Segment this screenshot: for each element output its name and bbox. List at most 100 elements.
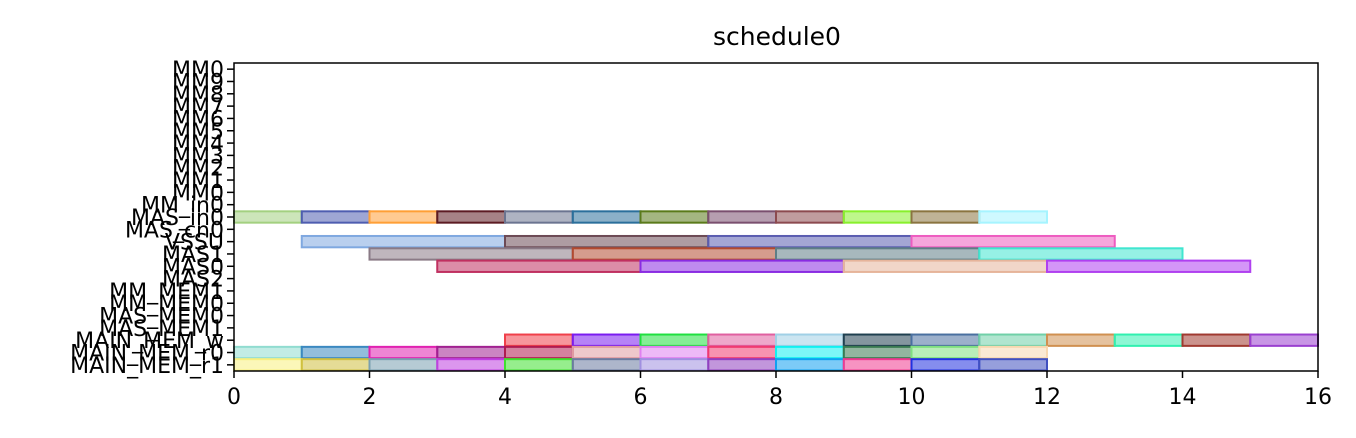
y-tick-label-2: MM8 xyxy=(172,83,224,108)
chart-title: schedule0 xyxy=(713,22,841,51)
x-axis: 0 2 4 6 8 10 12 14 16 xyxy=(227,371,1332,410)
bar-29 xyxy=(842,333,913,347)
bar-7 xyxy=(707,210,777,224)
bar-47 xyxy=(978,345,1048,360)
bar-28 xyxy=(775,333,845,347)
bar-50 xyxy=(368,358,439,372)
y-tick-label-21: MAS_MEM1 xyxy=(99,317,224,342)
bar-41 xyxy=(571,345,642,360)
y-tick-label-3: MM7 xyxy=(172,95,224,120)
bar-13 xyxy=(504,234,710,249)
bar-5 xyxy=(571,210,642,224)
y-tick-label-13: MAS_cn0 xyxy=(125,218,224,243)
bar-36 xyxy=(233,345,303,360)
bar-56 xyxy=(775,358,845,372)
y-tick-label-17: MAS2 xyxy=(162,268,224,293)
bar-16 xyxy=(368,247,574,261)
x-tick-label-7: 14 xyxy=(1169,385,1197,410)
bar-6 xyxy=(639,210,710,224)
bar-3 xyxy=(436,210,506,224)
bar-22 xyxy=(842,259,1048,273)
bar-39 xyxy=(436,345,506,360)
y-tick-label-19: MM_MEM0 xyxy=(109,292,224,317)
y-axis: MM0MM9MM8MM7MM6MM5MM4MM3MM2MM1MM0MM_in0M… xyxy=(70,58,234,379)
bar-4 xyxy=(504,210,574,224)
x-tick-label-5: 10 xyxy=(898,385,926,410)
bar-27 xyxy=(707,333,777,347)
bar-2 xyxy=(368,210,439,224)
bar-43 xyxy=(707,345,777,360)
bar-49 xyxy=(300,358,371,372)
x-tick-label-1: 2 xyxy=(363,385,377,410)
bar-23 xyxy=(1046,259,1252,273)
bar-37 xyxy=(300,345,371,360)
plot-frame xyxy=(233,62,1319,372)
bar-11 xyxy=(978,210,1048,224)
y-tick-label-6: MM4 xyxy=(172,132,224,157)
bar-51 xyxy=(436,358,506,372)
bar-24 xyxy=(504,333,574,347)
bar-35 xyxy=(1249,333,1319,347)
x-tick-label-8: 16 xyxy=(1304,385,1332,410)
bar-48 xyxy=(233,358,303,372)
y-tick-label-9: MM1 xyxy=(172,169,224,194)
bar-57 xyxy=(842,358,913,372)
bar-44 xyxy=(775,345,845,360)
y-tick-label-11: MM_in0 xyxy=(141,194,224,219)
bars-layer xyxy=(233,210,1319,372)
bar-8 xyxy=(775,210,845,224)
bar-15 xyxy=(910,234,1116,249)
y-tick-label-1: MM9 xyxy=(172,70,224,95)
y-tick-label-8: MM2 xyxy=(172,157,224,182)
bar-10 xyxy=(910,210,981,224)
bar-18 xyxy=(775,247,981,261)
bar-26 xyxy=(639,333,710,347)
bar-54 xyxy=(639,358,710,372)
bar-32 xyxy=(1046,333,1116,347)
y-tick-label-0: MM0 xyxy=(172,58,224,83)
bar-46 xyxy=(910,345,981,360)
bar-1 xyxy=(300,210,371,224)
x-tick-label-3: 6 xyxy=(634,385,648,410)
y-tick-label-20: MAS_MEM0 xyxy=(99,305,224,330)
x-tick-label-2: 4 xyxy=(498,385,512,410)
y-tick-label-16: MAS0 xyxy=(162,255,224,280)
bar-20 xyxy=(436,259,642,273)
bar-33 xyxy=(1113,333,1184,347)
bar-17 xyxy=(571,247,777,261)
y-tick-label-24: MAIN_MEM_r1 xyxy=(70,354,224,379)
y-tick-label-18: MM_MEM1 xyxy=(109,280,224,305)
y-tick-label-22: MAIN_MEM_w xyxy=(75,329,224,354)
y-tick-label-23: MAIN_MEM_r0 xyxy=(70,342,224,367)
bar-14 xyxy=(707,234,913,249)
bar-40 xyxy=(504,345,574,360)
y-tick-label-14: VSSU xyxy=(165,231,224,256)
bar-30 xyxy=(910,333,981,347)
bar-31 xyxy=(978,333,1048,347)
bar-59 xyxy=(978,358,1048,372)
bar-9 xyxy=(842,210,913,224)
x-tick-label-4: 8 xyxy=(769,385,783,410)
y-tick-label-4: MM6 xyxy=(172,107,224,132)
bar-0 xyxy=(233,210,303,224)
bar-21 xyxy=(639,259,845,273)
y-tick-label-7: MM3 xyxy=(172,144,224,169)
bar-25 xyxy=(571,333,642,347)
y-tick-label-5: MM5 xyxy=(172,120,224,145)
bar-19 xyxy=(978,247,1184,261)
bar-12 xyxy=(300,234,506,249)
bar-34 xyxy=(1181,333,1252,347)
y-tick-label-15: MAS1 xyxy=(162,243,224,268)
bar-42 xyxy=(639,345,710,360)
bar-53 xyxy=(571,358,642,372)
bar-38 xyxy=(368,345,439,360)
y-tick-label-10: MM0 xyxy=(172,181,224,206)
x-tick-label-6: 12 xyxy=(1033,385,1061,410)
bar-55 xyxy=(707,358,777,372)
x-tick-label-0: 0 xyxy=(227,385,241,410)
y-tick-label-12: MAS_in0 xyxy=(131,206,224,231)
bar-45 xyxy=(842,345,913,360)
bar-52 xyxy=(504,358,574,372)
bar-58 xyxy=(910,358,981,372)
